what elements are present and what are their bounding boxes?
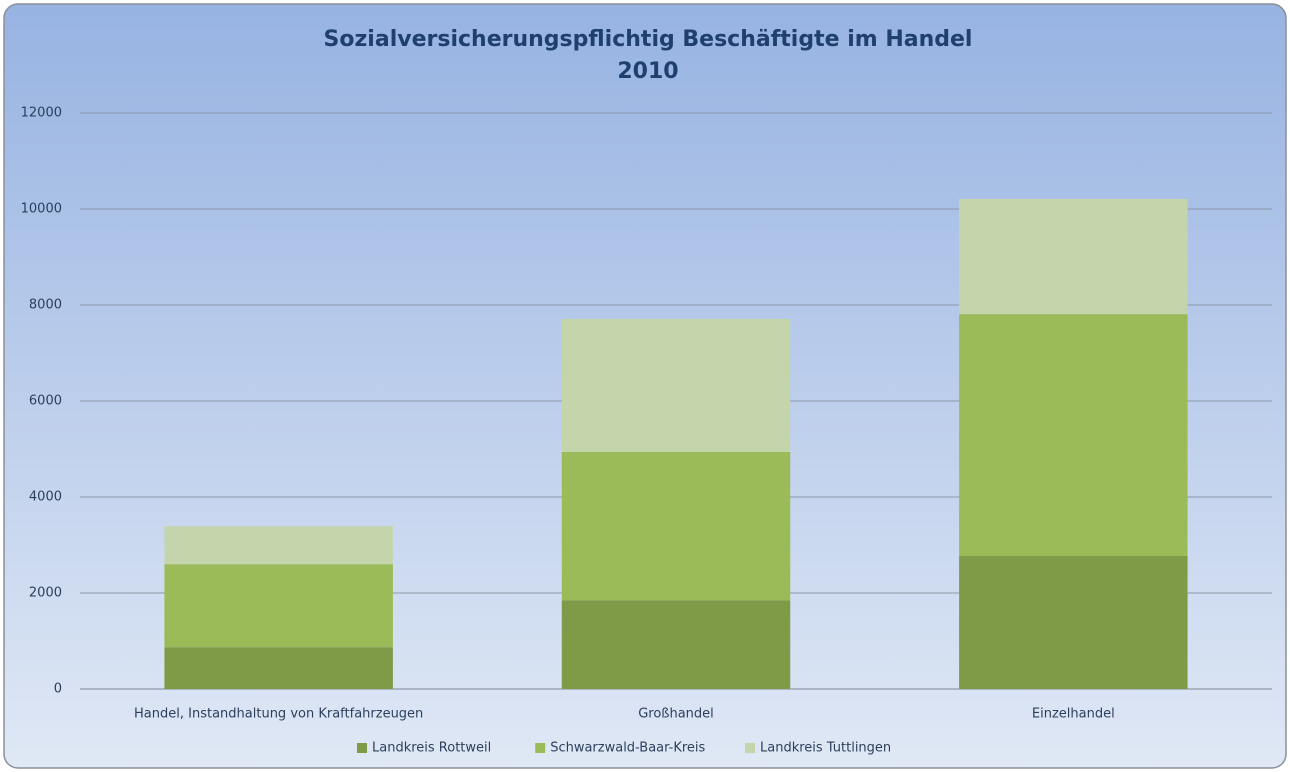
legend-swatch [745,743,755,753]
bar-segment [164,564,393,648]
bar-segment [561,600,791,689]
chart-title: Sozialversicherungspflichtig Beschäftigt… [324,27,973,52]
y-tick-label: 10000 [21,202,62,217]
legend-swatch [357,743,367,753]
bar-segment [164,647,393,689]
bar-segment [561,318,791,452]
legend-swatch [535,743,546,753]
x-tick-label: Großhandel [638,707,714,722]
y-tick-label: 6000 [29,394,62,409]
x-tick-label: Handel, Instandhaltung von Kraftfahrzeug… [134,707,423,722]
legend-label: Landkreis Tuttlingen [760,741,891,756]
bar-segment [959,556,1188,689]
bar-segment [959,314,1188,557]
x-tick-label: Einzelhandel [1032,707,1115,722]
chart-subtitle: 2010 [617,59,678,84]
y-tick-label: 12000 [21,106,62,121]
bar-segment [959,198,1188,315]
legend-label: Schwarzwald-Baar-Kreis [550,741,705,756]
y-tick-label: 8000 [29,298,62,313]
y-tick-label: 0 [54,682,62,697]
y-tick-label: 4000 [29,490,62,505]
y-tick-label: 2000 [29,586,62,601]
legend-label: Landkreis Rottweil [372,741,491,756]
bar-segment [561,451,791,601]
bar-segment [164,526,393,565]
